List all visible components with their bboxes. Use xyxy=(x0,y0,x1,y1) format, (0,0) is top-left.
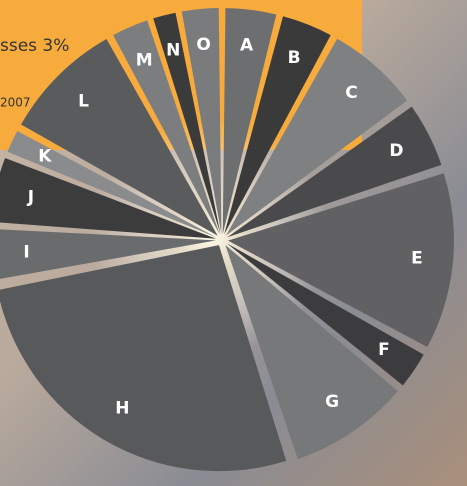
annotation: sses 3% xyxy=(0,36,69,56)
slice-label: C xyxy=(345,83,357,103)
slice-label: J xyxy=(27,187,34,207)
slice-label: H xyxy=(115,399,129,419)
slice-label: M xyxy=(136,50,153,70)
slice-label: N xyxy=(166,40,180,60)
slice-label: B xyxy=(288,48,301,68)
slice-label: O xyxy=(196,35,210,55)
slice-label: K xyxy=(38,147,52,167)
slice-label: F xyxy=(378,340,390,360)
annotation: 2007 xyxy=(0,96,31,110)
page: sses 3% 2007 A B C D E F G H I JK L MNO xyxy=(0,0,467,486)
slice-label: I xyxy=(23,242,29,262)
slice-label: D xyxy=(389,141,403,161)
slice-label: E xyxy=(411,248,423,268)
slice-label: A xyxy=(240,36,254,56)
chart: sses 3% 2007 A B C D E F G H I JK L MNO xyxy=(0,0,467,486)
slice-label: L xyxy=(78,92,89,112)
slice-label: G xyxy=(325,392,339,412)
